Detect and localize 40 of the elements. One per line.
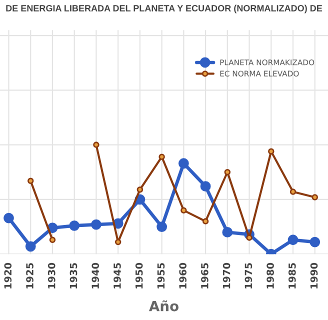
point <box>27 178 34 184</box>
point <box>268 148 274 154</box>
x-tick-label: 1975 <box>244 263 252 288</box>
x-tick-label: 1980 <box>266 262 274 288</box>
x-tick-label: 1985 <box>288 263 296 288</box>
point <box>4 212 14 224</box>
point <box>200 181 211 192</box>
x-tick-label: 1950 <box>135 262 143 288</box>
x-tick-label: 1990 <box>310 262 318 288</box>
point <box>202 218 209 224</box>
point <box>69 220 80 231</box>
x-tick-label: 1930 <box>48 262 56 288</box>
point <box>290 188 296 195</box>
x-axis-title: Año <box>148 300 178 312</box>
x-tick-label: 1960 <box>179 262 186 288</box>
point <box>180 207 187 214</box>
point <box>93 142 100 148</box>
chart-title: DE ENERGIA LIBERADA DEL PLANETA Y ECUADOR (NORMALIZADO) DE <box>6 4 322 14</box>
point <box>25 241 36 252</box>
point <box>114 238 122 246</box>
x-tick-label: 1955 <box>157 263 165 288</box>
point <box>91 219 102 230</box>
point <box>178 158 189 169</box>
point <box>288 234 298 246</box>
point <box>49 236 56 243</box>
x-tick-label: 1940 <box>92 262 100 288</box>
point <box>224 169 231 176</box>
point <box>222 227 233 238</box>
x-tick-label: 1970 <box>222 262 230 288</box>
x-tick-label: 1965 <box>201 263 208 288</box>
point <box>312 194 318 200</box>
point <box>158 154 165 160</box>
x-tick-label: 1925 <box>26 263 34 288</box>
x-tick-label: 1945 <box>114 263 121 288</box>
point <box>310 236 320 248</box>
x-tick-label: 1920 <box>4 262 12 288</box>
x-tick-label: 1935 <box>70 263 78 288</box>
point <box>136 186 144 193</box>
point <box>246 234 252 241</box>
point <box>156 222 168 232</box>
